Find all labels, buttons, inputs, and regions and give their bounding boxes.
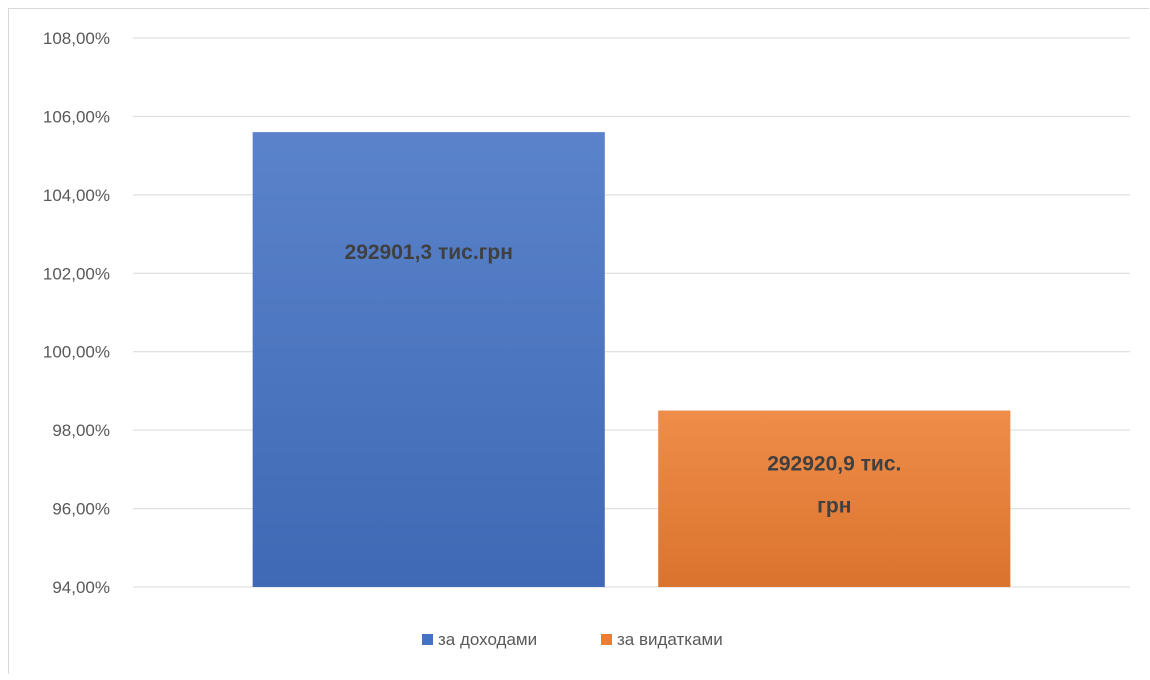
data-labels: 292901,3 тис.грн 292920,9 тис. грн	[345, 241, 902, 517]
bars	[252, 132, 1011, 587]
legend: за доходами за видатками	[422, 630, 723, 649]
y-tick-label: 108,00%	[43, 29, 110, 48]
data-label: 292901,3 тис.грн	[345, 241, 513, 264]
legend-label: за доходами	[438, 630, 537, 649]
chart-frame	[8, 8, 1149, 674]
y-tick-label: 94,00%	[52, 578, 110, 597]
y-axis-tick-labels: 94,00% 96,00% 98,00% 100,00% 102,00% 104,00% 1…	[43, 29, 110, 597]
y-tick-label: 102,00%	[43, 264, 110, 283]
legend-swatch	[422, 634, 433, 645]
gridlines	[133, 37, 1130, 588]
y-tick-label: 96,00%	[52, 500, 110, 519]
data-label: 292920,9 тис. грн	[767, 453, 901, 518]
bar-income	[252, 132, 605, 587]
y-tick-label: 104,00%	[43, 186, 110, 205]
legend-label: за видатками	[617, 630, 723, 649]
y-tick-label: 98,00%	[52, 421, 110, 440]
bar-expenses	[658, 410, 1011, 587]
legend-swatch	[601, 634, 612, 645]
y-tick-label: 100,00%	[43, 343, 110, 362]
y-tick-label: 106,00%	[43, 107, 110, 126]
